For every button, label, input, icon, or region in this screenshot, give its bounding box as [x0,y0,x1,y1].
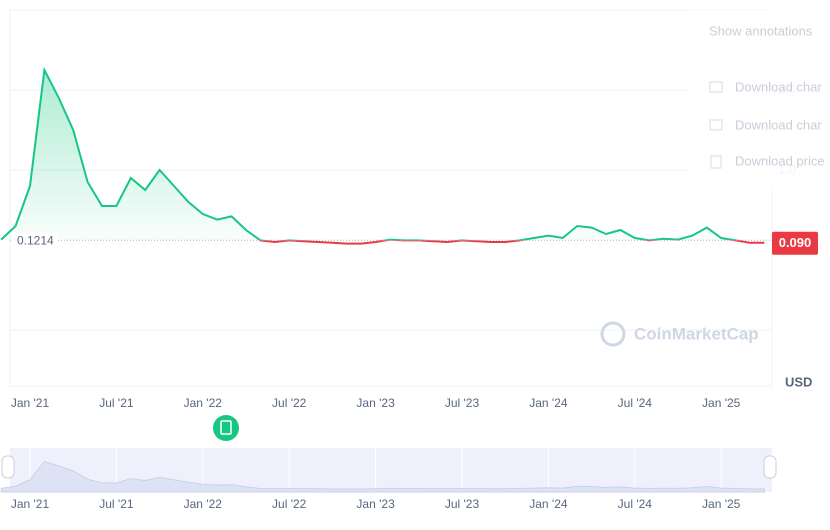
annotation-icon [220,420,232,435]
navigator-handle[interactable] [763,455,777,479]
baseline-label: 0.1214 [17,233,54,247]
menu-icon [710,155,722,169]
navigator-tick-label: Jan '25 [702,497,741,511]
menu-item[interactable]: Show annotations [709,23,813,38]
navigator-tick-label: Jan '22 [184,497,223,511]
x-tick-label: Jul '23 [445,396,480,410]
price-line [0,66,742,241]
x-tick-label: Jul '24 [618,396,653,410]
menu-item[interactable]: Download price [735,153,825,168]
navigator-tick-label: Jul '21 [99,497,134,511]
price-area [1,70,735,241]
menu-item[interactable]: Download char [735,79,822,94]
navigator-area [0,460,765,493]
x-tick-label: Jul '21 [99,396,134,410]
current-price-badge [772,231,818,255]
navigator-tick-label: Jan '24 [529,497,568,511]
navigator-tick-label: Jul '24 [618,497,653,511]
watermark: CoinMarketCap [600,321,759,347]
annotation-button[interactable] [213,415,239,441]
menu: Show annotations Download char Download … [688,10,830,190]
menu-icon [709,119,723,131]
current-price-label: 0.090 [779,235,812,250]
plot-frame [9,9,773,387]
baseline-label-bg [12,232,58,249]
x-tick-label: Jan '24 [529,396,568,410]
navigator-handle[interactable] [1,455,15,479]
y-unit: USD [785,374,812,389]
menu-item[interactable]: Download char [735,117,822,132]
navigator-tick-label: Jul '22 [272,497,307,511]
x-tick-label: Jul '22 [272,396,307,410]
menu-panel [688,10,830,190]
x-tick-label: Jan '21 [11,396,50,410]
x-tick-label: Jan '23 [356,396,395,410]
x-tick-label: Jan '25 [702,396,741,410]
price-line-down [1,240,765,245]
watermark-text: CoinMarketCap [634,324,759,343]
navigator-tick-label: Jan '21 [11,497,50,511]
menu-icon [709,81,723,93]
navigator-tick-label: Jan '23 [356,497,395,511]
x-tick-label: Jan '22 [184,396,223,410]
navigator-tick-label: Jul '23 [445,497,480,511]
